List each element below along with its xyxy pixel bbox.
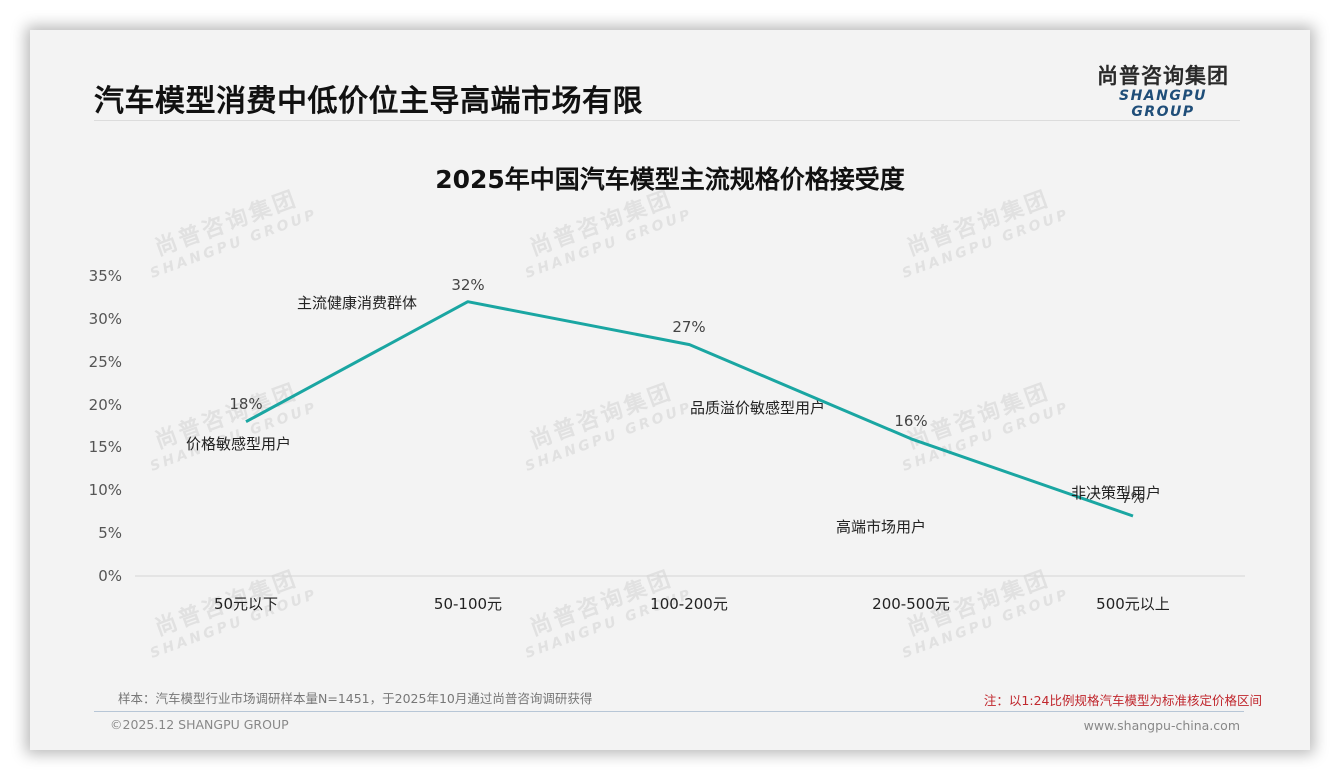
value-label: 27% xyxy=(672,318,706,336)
price-note: 注：以1:24比例规格汽车模型为标准核定价格区间 xyxy=(983,693,1262,708)
y-tick: 35% xyxy=(88,267,122,285)
y-tick: 25% xyxy=(88,353,122,371)
chart-title: 2025年中国汽车模型主流规格价格接受度 xyxy=(435,165,905,194)
value-label: 18% xyxy=(229,395,263,413)
slide: 汽车模型消费中低价位主导高端市场有限 尚普咨询集团 SHANGPU GROUP … xyxy=(30,30,1310,750)
segment-annotation: 品质溢价敏感型用户 xyxy=(690,399,826,417)
website-link[interactable]: www.shangpu-china.com xyxy=(1083,718,1240,733)
line-chart-plot xyxy=(135,300,1245,577)
x-tick: 500元以上 xyxy=(1096,595,1170,613)
y-tick: 20% xyxy=(88,396,122,414)
company-logo: 尚普咨询集团 SHANGPU GROUP xyxy=(1088,64,1238,120)
x-tick: 100-200元 xyxy=(650,595,728,613)
value-label: 7% xyxy=(1121,489,1145,507)
footer-divider xyxy=(94,711,1244,712)
segment-annotation: 非决策型用户 xyxy=(1071,484,1162,502)
y-tick: 10% xyxy=(88,481,122,499)
value-label: 32% xyxy=(451,276,485,294)
y-tick: 15% xyxy=(88,438,122,456)
source-note: 样本：汽车模型行业市场调研样本量N=1451，于2025年10月通过尚普咨询调研… xyxy=(118,691,593,706)
value-label: 16% xyxy=(894,412,928,430)
segment-annotation: 高端市场用户 xyxy=(836,518,927,536)
page-title: 汽车模型消费中低价位主导高端市场有限 xyxy=(94,84,643,119)
y-tick: 0% xyxy=(98,567,122,585)
copyright: ©2025.12 SHANGPU GROUP xyxy=(110,717,289,732)
x-tick: 50元以下 xyxy=(213,595,279,613)
x-tick: 50-100元 xyxy=(433,595,503,613)
x-tick: 200-500元 xyxy=(872,595,950,613)
segment-annotation: 价格敏感型用户 xyxy=(186,435,292,453)
segment-annotation: 主流健康消费群体 xyxy=(297,294,418,312)
y-tick: 30% xyxy=(88,310,122,328)
header-divider xyxy=(94,120,1240,121)
y-tick: 5% xyxy=(98,524,122,542)
logo-chinese: 尚普咨询集团 xyxy=(1097,64,1229,88)
logo-english: SHANGPU GROUP xyxy=(1119,88,1207,120)
series-line xyxy=(245,300,1134,518)
